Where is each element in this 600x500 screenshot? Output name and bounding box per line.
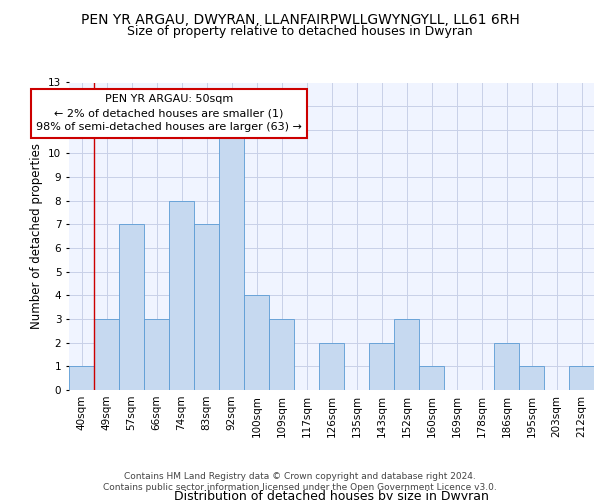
Bar <box>369 342 394 390</box>
X-axis label: Distribution of detached houses by size in Dwyran: Distribution of detached houses by size … <box>174 490 489 500</box>
Y-axis label: Number of detached properties: Number of detached properties <box>29 143 43 329</box>
Text: PEN YR ARGAU, DWYRAN, LLANFAIRPWLLGWYNGYLL, LL61 6RH: PEN YR ARGAU, DWYRAN, LLANFAIRPWLLGWYNGY… <box>80 12 520 26</box>
Bar <box>119 224 144 390</box>
Bar <box>194 224 219 390</box>
Text: Size of property relative to detached houses in Dwyran: Size of property relative to detached ho… <box>127 25 473 38</box>
Bar <box>69 366 94 390</box>
Bar <box>269 319 294 390</box>
Text: Contains HM Land Registry data © Crown copyright and database right 2024.
Contai: Contains HM Land Registry data © Crown c… <box>103 472 497 492</box>
Bar <box>519 366 544 390</box>
Bar <box>144 319 169 390</box>
Bar <box>494 342 519 390</box>
Bar <box>169 201 194 390</box>
Bar <box>94 319 119 390</box>
Bar <box>219 130 244 390</box>
Bar <box>244 296 269 390</box>
Text: PEN YR ARGAU: 50sqm
← 2% of detached houses are smaller (1)
98% of semi-detached: PEN YR ARGAU: 50sqm ← 2% of detached hou… <box>36 94 302 132</box>
Bar <box>419 366 444 390</box>
Bar <box>569 366 594 390</box>
Bar <box>394 319 419 390</box>
Bar <box>319 342 344 390</box>
